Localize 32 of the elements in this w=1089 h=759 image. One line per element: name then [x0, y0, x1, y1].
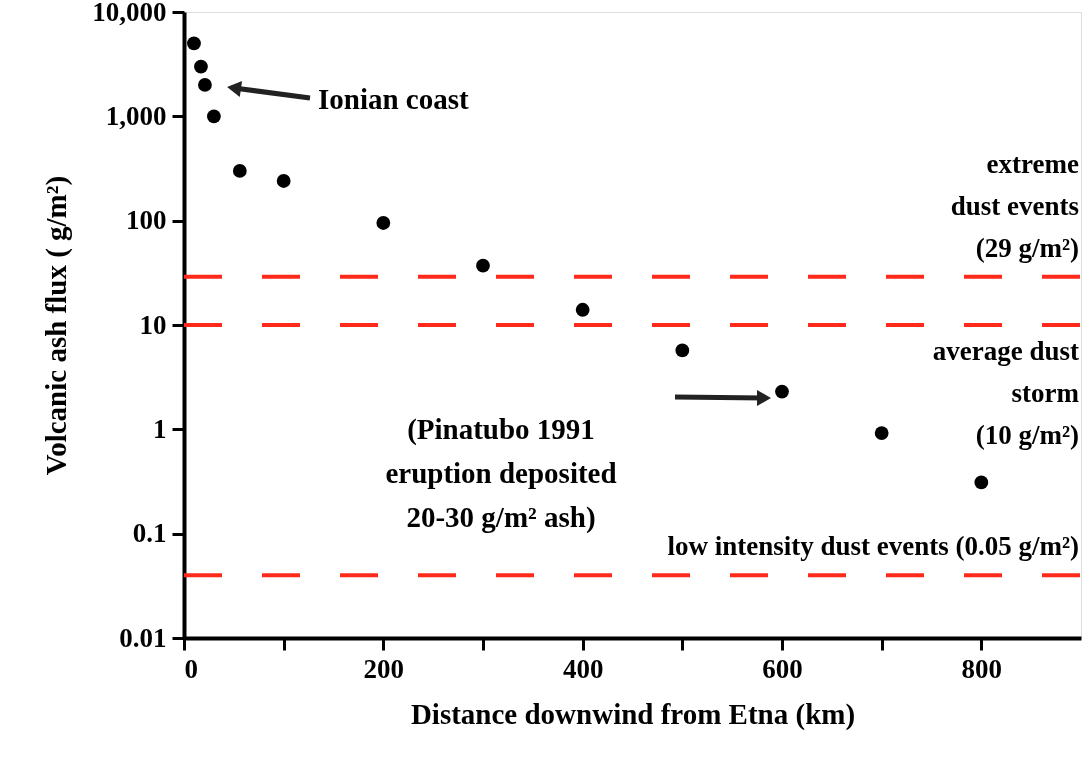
y-tick-label: 1,000 [105, 100, 167, 131]
y-axis-title: Volcanic ash flux ( g/m²) [40, 175, 74, 476]
x-axis-title: Distance downwind from Etna (km) [410, 697, 856, 731]
annotation: (Pinatubo 1991 eruption deposited 20-30 g/m² ash) [385, 413, 617, 534]
ref-line-label: extreme dust events (29 g/m²) [950, 148, 1080, 263]
point [376, 216, 391, 230]
y-tick-label: 1 [153, 413, 167, 444]
x-tick-label: 400 [562, 653, 604, 684]
point [207, 109, 221, 124]
point [675, 343, 690, 358]
point [775, 384, 789, 399]
point [874, 426, 889, 440]
x-tick-label: 600 [762, 653, 803, 684]
ref-line-label: average dust storm (10 g/m²) [932, 336, 1080, 450]
x-tick-label: 200 [363, 653, 405, 684]
x-tick-label: 0 [184, 653, 198, 684]
point [198, 78, 212, 92]
y-tick-label: 0.01 [119, 622, 167, 653]
point [476, 258, 490, 273]
point [276, 174, 291, 188]
y-tick-label: 10,000 [92, 0, 167, 27]
y-tick-label: 100 [126, 205, 167, 236]
point [575, 302, 590, 317]
point [232, 164, 247, 178]
ref-line-label: low intensity dust events (0.05 g/m²) [667, 531, 1079, 562]
point [974, 475, 989, 490]
point [194, 59, 208, 74]
point [187, 36, 201, 51]
y-tick-label: 0.1 [132, 518, 167, 549]
y-tick-label: 10 [139, 309, 167, 340]
x-tick-label: 800 [961, 653, 1003, 684]
annotation: Ionian coast [318, 83, 470, 115]
